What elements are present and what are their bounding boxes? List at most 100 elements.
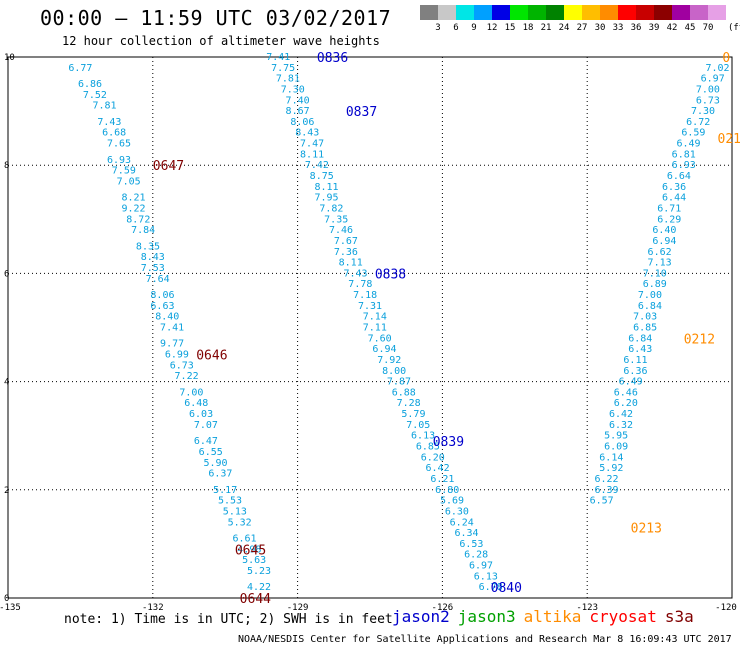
y-tick-label: 2 (4, 486, 9, 496)
wave-height-value: 8.00 (382, 366, 406, 377)
wave-height-value: 7.87 (387, 377, 411, 388)
legend-tick-label: 45 (684, 23, 696, 33)
wave-height-value: 5.69 (440, 496, 464, 507)
wave-height-value: 6.13 (474, 571, 498, 582)
x-tick-label: -135 (0, 603, 21, 613)
wave-height-value: 7.00 (696, 84, 720, 95)
wave-height-value: 6.85 (416, 442, 440, 453)
wave-height-value: 6.37 (208, 469, 232, 480)
wave-height-value: 6.46 (614, 387, 638, 398)
wave-height-value: 7.81 (276, 74, 300, 85)
wave-height-value: 8.40 (155, 312, 179, 323)
wave-height-value: 6.93 (672, 160, 696, 171)
wave-height-value: 6.20 (614, 398, 638, 409)
wave-height-value: 6.94 (652, 236, 676, 247)
wave-height-value: 6.49 (677, 139, 701, 150)
legend-swatch (564, 5, 582, 20)
wave-height-value: 7.14 (363, 312, 387, 323)
legend-tick-label: 18 (522, 23, 534, 33)
wave-height-value: 6.36 (662, 182, 686, 193)
wave-height-value: 7.41 (266, 52, 290, 63)
legend-swatch (672, 5, 690, 20)
wave-height-value: 7.60 (368, 333, 392, 344)
wave-height-value: 6.73 (696, 95, 720, 106)
page-title: 00:00 – 11:59 UTC 03/02/2017 (40, 6, 392, 30)
wave-height-value: 6.34 (454, 528, 478, 539)
pass-time-label: 0213 (631, 522, 662, 537)
wave-height-value: 6.29 (657, 214, 681, 225)
wave-height-value: 8.75 (310, 171, 334, 182)
x-tick-label: -126 (432, 603, 454, 613)
legend-unit-label: (ft) (728, 23, 740, 33)
wave-height-value: 6.39 (594, 485, 618, 496)
legend-tick-label: 21 (540, 23, 552, 33)
legend-tick-label: 36 (630, 23, 642, 33)
legend-tick-label: 42 (666, 23, 678, 33)
wave-height-value: 5.92 (599, 463, 623, 474)
wave-height-value: 7.53 (141, 263, 165, 274)
legend-swatch (456, 5, 474, 20)
pass-time-label: 0645 (235, 543, 266, 558)
legend-tick-label: 33 (612, 23, 624, 33)
legend-swatch (636, 5, 654, 20)
wave-height-value: 8.35 (136, 241, 160, 252)
satellite-legend: jason2 jason3 altika cryosat s3a (392, 607, 702, 626)
x-tick-label: -132 (142, 603, 164, 613)
wave-height-value: 7.00 (179, 387, 203, 398)
wave-height-value: 6.09 (604, 442, 628, 453)
wave-height-value: 7.11 (363, 323, 387, 334)
wave-height-value: 6.53 (459, 539, 483, 550)
satellite-name-cryosat: cryosat (589, 607, 657, 626)
legend-swatch (492, 5, 510, 20)
wave-height-value: 6.99 (165, 350, 189, 361)
wave-height-value: 6.84 (638, 301, 662, 312)
wave-height-value: 7.05 (117, 176, 141, 187)
pass-time-label: 0836 (317, 51, 348, 66)
wave-height-value: 5.90 (203, 458, 227, 469)
wave-height-value: 7.10 (643, 268, 667, 279)
wave-height-value: 4.98 (237, 544, 261, 555)
wave-height-value: 6.28 (464, 550, 488, 561)
satellite-name-s3a: s3a (664, 607, 694, 626)
wave-height-value: 6.42 (609, 409, 633, 420)
wave-height-value: 7.03 (633, 312, 657, 323)
legend-swatch (582, 5, 600, 20)
wave-height-value: 6.42 (426, 463, 450, 474)
pass-time-label: 0646 (196, 349, 227, 364)
wave-height-value: 8.06 (150, 290, 174, 301)
wave-height-value: 7.46 (329, 225, 353, 236)
wave-height-value: 6.36 (623, 366, 647, 377)
wave-height-value: 6.44 (662, 193, 686, 204)
wave-height-value: 6.55 (199, 447, 223, 458)
wave-height-value: 7.13 (648, 258, 672, 269)
wave-height-value: 6.49 (619, 377, 643, 388)
wave-height-value: 6.48 (184, 398, 208, 409)
wave-height-value: 8.11 (300, 149, 324, 160)
wave-height-value: 7.43 (97, 117, 121, 128)
footer-note: note: 1) Time is in UTC; 2) SWH is in fe… (64, 612, 393, 627)
wave-height-value: 6.61 (232, 533, 256, 544)
wave-height-value: 6.84 (628, 333, 652, 344)
wave-height-value: 6.93 (107, 155, 131, 166)
wave-height-value: 7.59 (112, 166, 136, 177)
pass-time-label: 0212 (684, 332, 715, 347)
legend-tick-label: 39 (648, 23, 660, 33)
wave-height-value: 6.85 (633, 323, 657, 334)
legend-swatch (474, 5, 492, 20)
legend-swatch (654, 5, 672, 20)
wave-height-value: 6.88 (392, 387, 416, 398)
footer-credit: NOAA/NESDIS Center for Satellite Applica… (238, 634, 732, 645)
wave-height-value: 7.92 (377, 355, 401, 366)
wave-height-value: 6.40 (652, 225, 676, 236)
legend-tick-label: 27 (576, 23, 588, 33)
pass-time-label: 0647 (153, 159, 184, 174)
wave-height-value: 6.63 (150, 301, 174, 312)
wave-height-value: 7.05 (406, 420, 430, 431)
wave-height-value: 7.41 (160, 323, 184, 334)
y-tick-label: 4 (4, 378, 9, 388)
wave-height-value: 7.81 (92, 101, 116, 112)
wave-height-value: 7.28 (397, 398, 421, 409)
wave-height-value: 7.43 (343, 268, 367, 279)
wave-height-value: 5.13 (223, 506, 247, 517)
